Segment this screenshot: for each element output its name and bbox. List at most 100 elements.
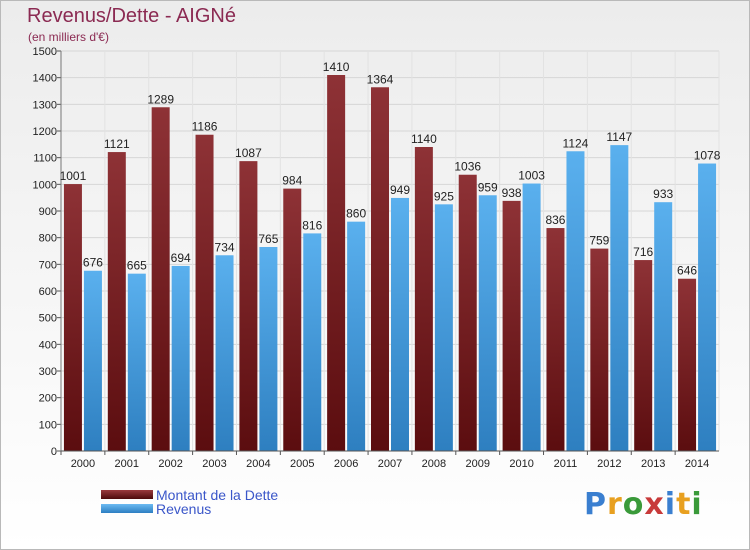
x-axis: 2000 2001 2002 2003 2004 2005 2006 2007 2008 2009… <box>60 450 719 470</box>
bar-dette <box>107 152 126 452</box>
data-label: 1003 <box>518 169 545 183</box>
logo-letter: i <box>664 487 677 522</box>
logo-letter: i <box>691 487 703 522</box>
y-tick-label: 1000 <box>33 179 57 191</box>
data-label: 1124 <box>563 136 589 150</box>
bar-revenus <box>259 247 278 451</box>
bar-dette <box>458 174 477 451</box>
bar-dette <box>195 134 214 451</box>
data-label: 1147 <box>606 130 632 144</box>
y-tick-label: 1300 <box>33 99 57 111</box>
y-tick-label: 1500 <box>33 46 57 58</box>
data-label: 1140 <box>411 132 437 146</box>
bar-revenus <box>610 145 629 451</box>
bar-dette <box>283 188 302 451</box>
data-label: 646 <box>677 264 697 278</box>
x-tick-label: 2000 <box>71 458 95 470</box>
x-tick-label: 2006 <box>334 458 358 470</box>
x-tick-label: 2010 <box>509 458 533 470</box>
bar-dette <box>678 278 697 451</box>
y-tick-label: 600 <box>39 286 57 298</box>
bar-dette <box>327 75 346 451</box>
bar-revenus <box>654 202 673 451</box>
data-label: 938 <box>502 186 522 200</box>
data-label: 716 <box>633 245 653 259</box>
data-label: 694 <box>171 251 191 265</box>
bar-revenus <box>391 197 409 451</box>
legend-label-revenus: Revenus <box>156 501 212 517</box>
x-tick-label: 2009 <box>465 458 489 470</box>
logo-letter: x <box>644 487 665 522</box>
y-tick-label: 700 <box>39 259 57 271</box>
bar-dette <box>63 184 82 452</box>
y-tick-label: 1400 <box>33 73 57 85</box>
x-tick-label: 2007 <box>378 458 402 470</box>
bar-dette <box>151 107 170 452</box>
y-tick-label: 1200 <box>33 126 57 138</box>
data-label: 984 <box>282 174 302 188</box>
chart-title: Revenus/Dette - AIGNé <box>27 5 236 27</box>
data-label: 765 <box>258 232 278 246</box>
legend-swatch-dette <box>101 490 153 499</box>
data-label: 836 <box>545 213 565 227</box>
y-tick-label: 500 <box>39 313 57 325</box>
x-tick-label: 2005 <box>290 458 314 470</box>
bar-revenus <box>215 255 234 451</box>
bar-dette <box>239 161 258 451</box>
y-tick-label: 300 <box>39 366 57 378</box>
bar-revenus <box>127 273 146 451</box>
data-label: 1087 <box>235 146 262 160</box>
data-label: 959 <box>478 180 498 194</box>
bar-revenus <box>478 195 497 451</box>
data-label: 1001 <box>60 169 87 183</box>
chart-subtitle: (en milliers d'€) <box>28 30 109 44</box>
y-tick-label: 100 <box>39 419 57 431</box>
data-label: 949 <box>390 183 410 197</box>
x-tick-label: 2011 <box>554 458 578 470</box>
y-tick-label: 800 <box>39 233 57 245</box>
bar-dette <box>371 87 389 452</box>
y-tick-label: 400 <box>39 339 57 351</box>
x-tick-label: 2008 <box>422 458 446 470</box>
data-label: 676 <box>83 256 103 270</box>
logo-letter: P <box>584 487 607 522</box>
data-label: 816 <box>302 218 322 232</box>
data-label: 665 <box>127 259 147 273</box>
bar-dette <box>414 147 433 451</box>
bar-revenus <box>566 151 585 451</box>
legend-label-dette: Montant de la Dette <box>156 487 279 503</box>
logo-letter: t <box>676 487 692 522</box>
bar-revenus <box>303 233 322 451</box>
bar-revenus <box>698 163 717 452</box>
bar-dette <box>546 228 565 451</box>
x-tick-label: 2012 <box>597 458 621 470</box>
data-label: 1289 <box>147 92 174 106</box>
y-tick-label: 1100 <box>33 153 57 165</box>
x-tick-label: 2013 <box>641 458 665 470</box>
data-label: 925 <box>434 189 454 203</box>
y-tick-label: 200 <box>39 393 57 405</box>
bar-revenus <box>83 270 102 451</box>
bar-revenus <box>434 204 453 451</box>
x-tick-label: 2001 <box>115 458 139 470</box>
data-labels: 1001 676 1121 665 1289 694 1186 734 1087 765 984 81… <box>60 60 721 278</box>
logo-letter: o <box>622 487 645 522</box>
y-tick-label: 900 <box>39 206 57 218</box>
data-label: 1036 <box>454 160 481 174</box>
data-label: 1410 <box>323 60 350 74</box>
proxiti-logo: Proxiti <box>584 487 703 522</box>
logo-letter: r <box>607 487 623 522</box>
bar-dette <box>502 200 521 451</box>
bar-revenus <box>347 221 366 451</box>
bars <box>63 75 717 452</box>
data-label: 860 <box>346 207 366 221</box>
bar-revenus <box>522 183 541 452</box>
bar-dette <box>590 248 609 451</box>
bar-dette <box>634 260 653 451</box>
data-label: 1078 <box>694 149 721 163</box>
grid <box>60 50 720 452</box>
y-tick-label: 0 <box>51 446 57 458</box>
data-label: 1364 <box>367 72 394 86</box>
